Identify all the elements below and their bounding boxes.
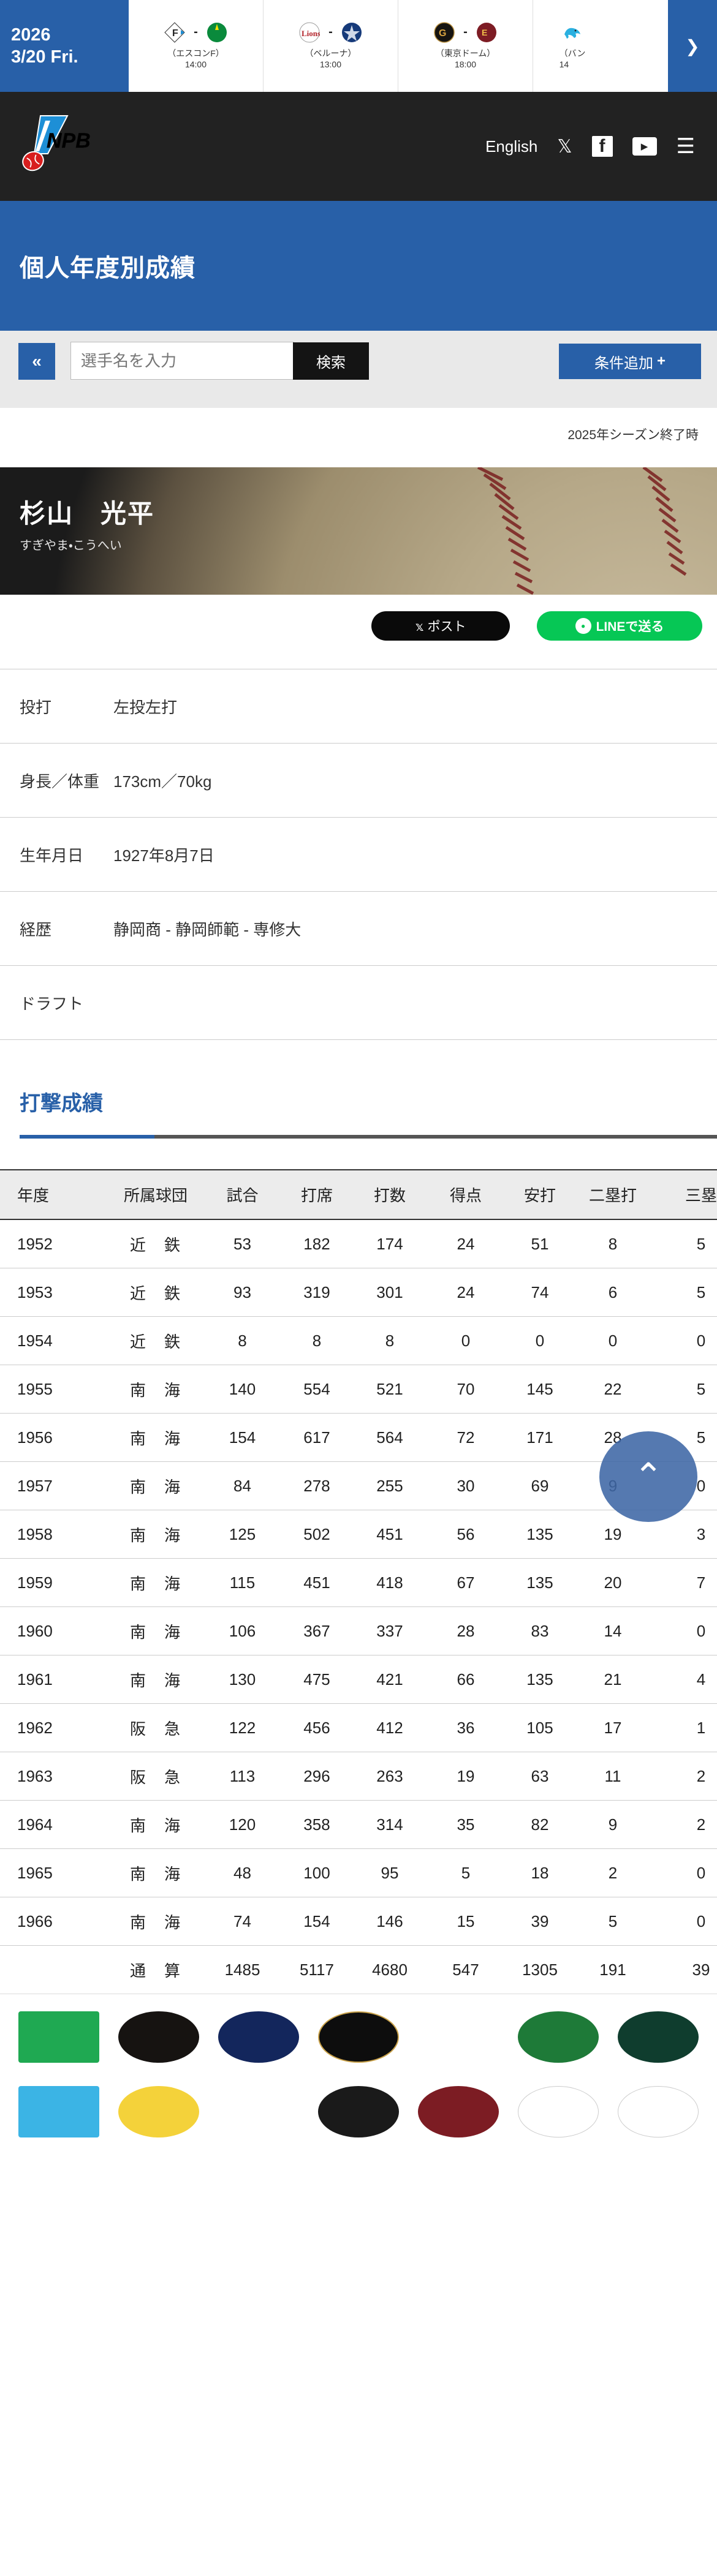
svg-text:F: F [172,28,178,39]
svg-text:E: E [482,28,487,37]
svg-text:G: G [439,28,446,39]
svg-text:Lions: Lions [302,29,320,38]
svg-text:NPB: NPB [47,129,91,153]
